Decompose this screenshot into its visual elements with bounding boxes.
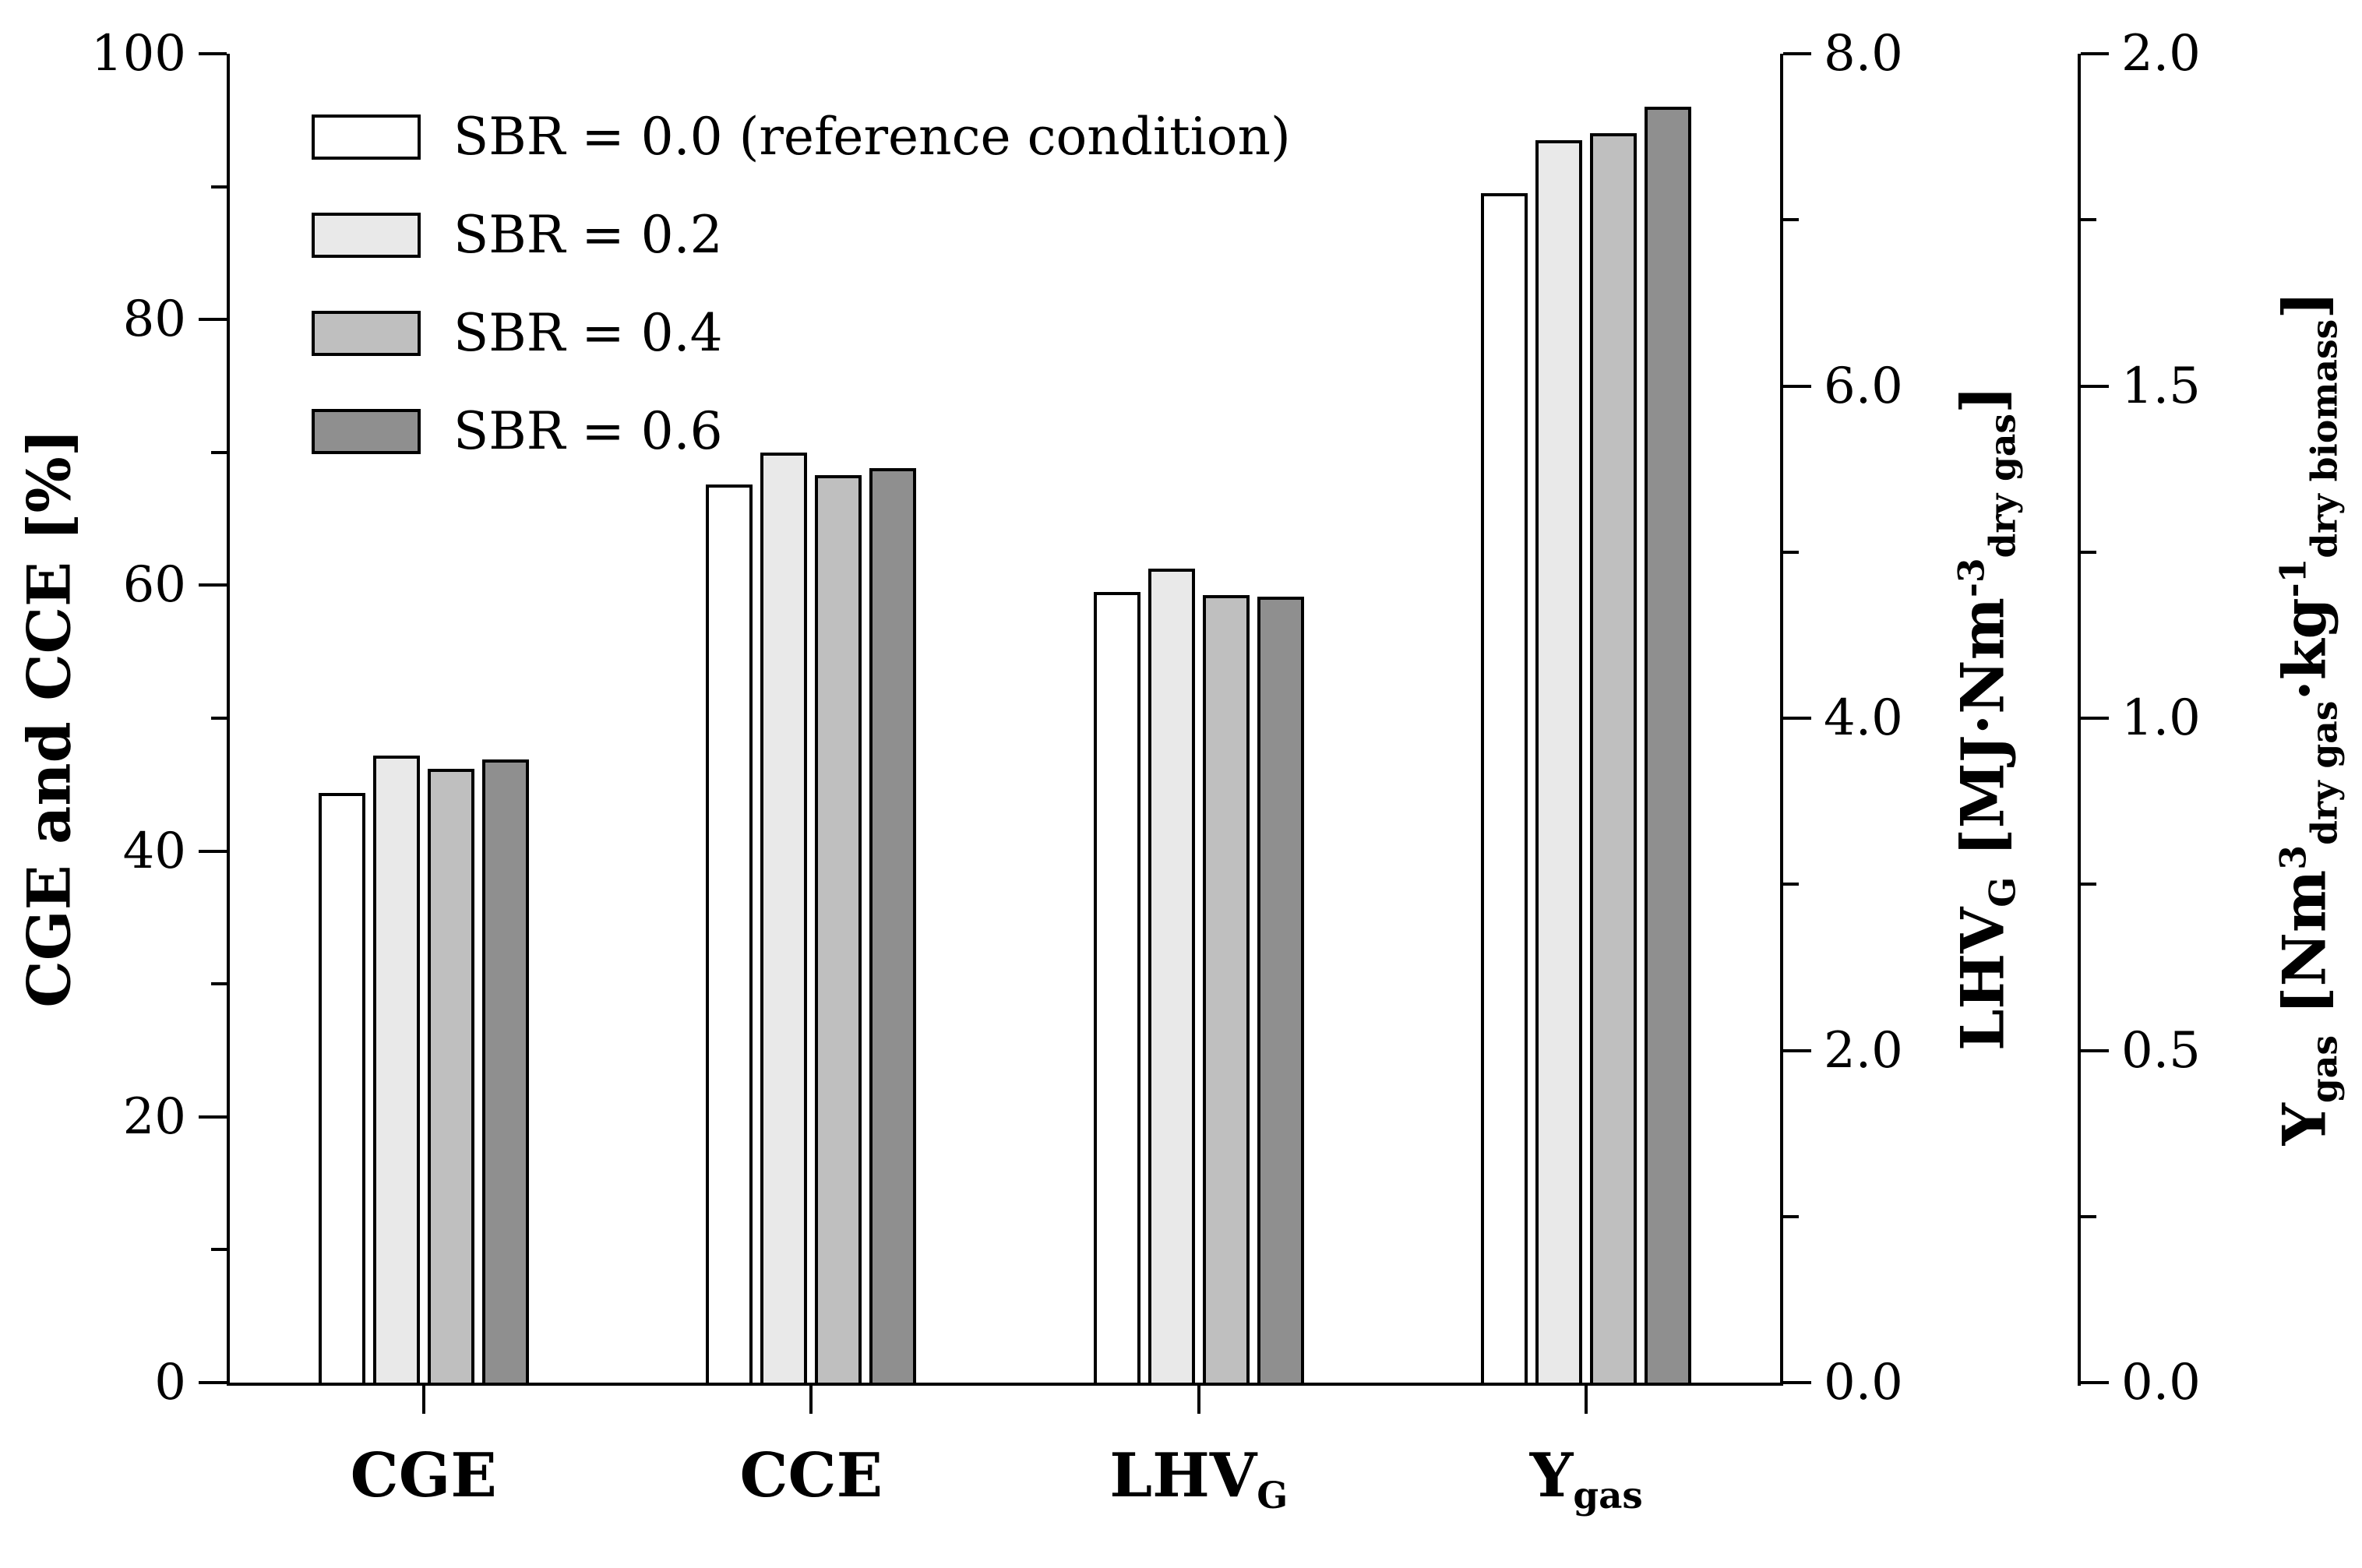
x-axis-tick-CGE bbox=[421, 1386, 425, 1414]
x-axis-tick-Y_gas bbox=[1585, 1386, 1588, 1414]
bar-CCE-series3 bbox=[869, 468, 917, 1386]
ygas-axis-tick bbox=[2081, 1048, 2109, 1052]
left-axis-minor-tick bbox=[211, 982, 227, 986]
legend-swatch-sbr-0-0 bbox=[312, 115, 421, 160]
x-axis-tick-CCE bbox=[809, 1386, 813, 1414]
ygas-axis-minor-tick bbox=[2081, 550, 2096, 554]
lhv-axis-line bbox=[1780, 54, 1783, 1386]
category-label-Y_gas: Ygas bbox=[1529, 1440, 1643, 1517]
bar-CGE-series3 bbox=[481, 759, 529, 1386]
lhv-axis-tick-label: 2.0 bbox=[1824, 1021, 1903, 1080]
bottom-axis-line bbox=[227, 1383, 1783, 1386]
legend-swatch-sbr-0-4 bbox=[312, 311, 421, 356]
ygas-axis-tick-label: 0.0 bbox=[2121, 1354, 2201, 1411]
left-axis-tick-label: 60 bbox=[122, 556, 186, 615]
legend-swatch-sbr-0-2 bbox=[312, 213, 421, 258]
bar-LHV_G-series2 bbox=[1202, 595, 1250, 1386]
x-axis-tick-LHV_G bbox=[1197, 1386, 1200, 1414]
bar-Y_gas-series2 bbox=[1590, 133, 1638, 1386]
legend-item-sbr-0-6: SBR = 0.6 bbox=[312, 403, 1291, 460]
lhv-axis-tick bbox=[1783, 1381, 1811, 1384]
legend-item-sbr-0-2: SBR = 0.2 bbox=[312, 207, 1291, 263]
bar-CCE-series0 bbox=[706, 484, 753, 1386]
legend-label-sbr-0-0: SBR = 0.0 (reference condition) bbox=[453, 107, 1291, 167]
lhv-axis-minor-tick bbox=[1783, 550, 1799, 554]
ygas-axis-tick-label: 0.5 bbox=[2121, 1021, 2201, 1080]
bar-CCE-series2 bbox=[815, 474, 862, 1386]
ygas-axis-tick-label: 1.0 bbox=[2121, 689, 2201, 747]
lhv-axis-tick-label: 4.0 bbox=[1824, 689, 1903, 747]
lhv-axis-minor-tick bbox=[1783, 218, 1799, 222]
ygas-axis-tick-label: 2.0 bbox=[2121, 25, 2201, 83]
left-axis-tick bbox=[199, 1115, 227, 1119]
bar-CCE-series1 bbox=[760, 452, 808, 1386]
left-axis-tick-label: 40 bbox=[122, 822, 186, 880]
lhv-axis-tick bbox=[1783, 717, 1811, 720]
ygas-axis-minor-tick bbox=[2081, 218, 2096, 222]
ygas-axis-line bbox=[2078, 54, 2081, 1386]
left-axis-minor-tick bbox=[211, 450, 227, 454]
ygas-axis-tick bbox=[2081, 717, 2109, 720]
ygas-axis-minor-tick bbox=[2081, 883, 2096, 886]
lhv-axis-tick bbox=[1783, 384, 1811, 388]
left-axis-line bbox=[227, 54, 230, 1386]
left-axis-title-text: CGE and CCE [%] bbox=[14, 428, 84, 1008]
category-label-LHV_G: LHVG bbox=[1109, 1440, 1289, 1517]
legend-label-sbr-0-4: SBR = 0.4 bbox=[453, 303, 723, 363]
category-label-CCE: CCE bbox=[739, 1440, 883, 1511]
lhv-axis-tick-label: 0.0 bbox=[1824, 1354, 1903, 1411]
lhv-axis-tick-label: 8.0 bbox=[1824, 25, 1903, 83]
bar-LHV_G-series0 bbox=[1093, 591, 1140, 1386]
left-axis-tick-label: 20 bbox=[122, 1087, 186, 1146]
bar-CGE-series1 bbox=[372, 755, 420, 1386]
ygas-axis-tick bbox=[2081, 52, 2109, 55]
bar-Y_gas-series3 bbox=[1645, 107, 1692, 1386]
left-axis-tick bbox=[199, 849, 227, 853]
legend-label-sbr-0-6: SBR = 0.6 bbox=[453, 401, 723, 461]
legend-item-sbr-0-4: SBR = 0.4 bbox=[312, 305, 1291, 361]
legend-item-sbr-0-0: SBR = 0.0 (reference condition) bbox=[312, 109, 1291, 165]
bar-Y_gas-series1 bbox=[1535, 139, 1583, 1386]
ygas-axis-minor-tick bbox=[2081, 1214, 2096, 1218]
legend: SBR = 0.0 (reference condition) SBR = 0.… bbox=[312, 109, 1291, 502]
left-axis-tick-label: 100 bbox=[90, 25, 186, 83]
bar-Y_gas-series0 bbox=[1481, 193, 1528, 1386]
lhv-axis-minor-tick bbox=[1783, 1214, 1799, 1218]
left-axis-tick bbox=[199, 52, 227, 55]
ygas-axis-tick-label: 1.5 bbox=[2121, 357, 2201, 415]
lhv-axis-tick bbox=[1783, 52, 1811, 55]
left-axis-minor-tick bbox=[211, 1248, 227, 1252]
left-axis-tick bbox=[199, 318, 227, 322]
left-axis-minor-tick bbox=[211, 717, 227, 720]
left-axis-tick-label: 80 bbox=[122, 291, 186, 349]
ygas-axis-tick bbox=[2081, 1381, 2109, 1384]
bar-CGE-series0 bbox=[318, 792, 365, 1386]
bar-LHV_G-series1 bbox=[1148, 569, 1195, 1386]
category-label-CGE: CGE bbox=[350, 1440, 497, 1511]
left-axis-tick-label: 0 bbox=[154, 1354, 186, 1411]
left-axis-minor-tick bbox=[211, 185, 227, 189]
lhv-axis-minor-tick bbox=[1783, 883, 1799, 886]
ygas-axis-tick bbox=[2081, 384, 2109, 388]
lhv-axis-tick-label: 6.0 bbox=[1824, 357, 1903, 415]
lhv-axis-tick bbox=[1783, 1048, 1811, 1052]
bar-CGE-series2 bbox=[427, 768, 474, 1386]
left-axis-tick bbox=[199, 583, 227, 587]
bar-LHV_G-series3 bbox=[1257, 597, 1304, 1386]
legend-label-sbr-0-2: SBR = 0.2 bbox=[453, 205, 723, 265]
left-axis-tick bbox=[199, 1381, 227, 1384]
legend-swatch-sbr-0-6 bbox=[312, 409, 421, 454]
